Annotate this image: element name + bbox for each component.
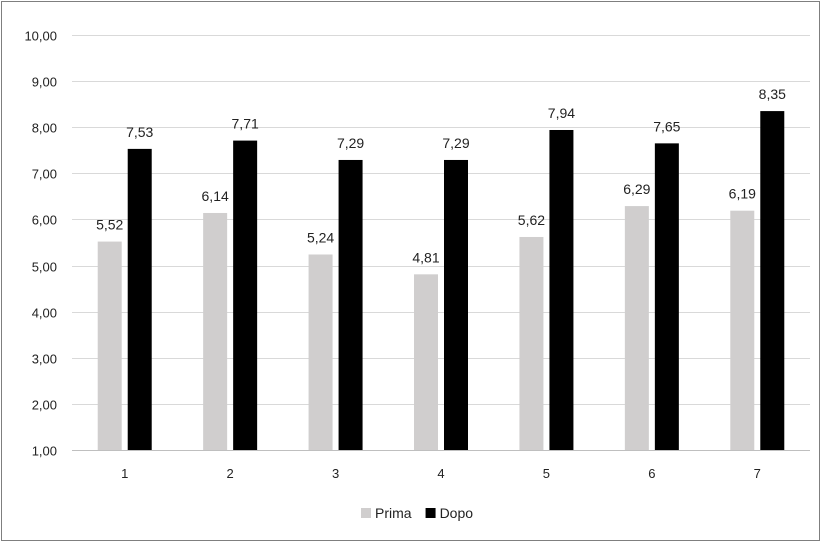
x-tick-label: 1 — [121, 466, 128, 481]
x-axis-ticks: 1 2 3 4 5 6 7 — [121, 466, 761, 481]
bar-prima — [97, 241, 122, 450]
bar-dopo — [760, 111, 785, 450]
data-label: 4,81 — [412, 249, 439, 265]
data-label: 7,65 — [653, 118, 680, 134]
bar-prima — [624, 206, 649, 450]
x-tick-label: 3 — [332, 466, 339, 481]
y-tick-label: 9,00 — [32, 75, 57, 90]
y-tick-label: 1,00 — [32, 444, 57, 459]
data-label: 7,29 — [442, 135, 469, 151]
bar-prima — [414, 274, 438, 450]
bar-dopo — [654, 143, 679, 450]
data-label: 5,24 — [307, 229, 334, 245]
legend-label: Prima — [375, 505, 412, 521]
bar-dopo — [233, 140, 258, 450]
y-tick-label: 4,00 — [32, 306, 57, 321]
data-label: 7,71 — [232, 116, 259, 132]
x-tick-label: 2 — [227, 466, 234, 481]
data-label: 7,29 — [337, 135, 364, 151]
data-label: 7,94 — [548, 105, 575, 121]
y-tick-label: 10,00 — [24, 29, 57, 44]
x-tick-label: 5 — [543, 466, 550, 481]
bar-prima — [203, 212, 228, 450]
legend-item-prima[interactable]: Prima — [361, 505, 412, 521]
x-tick-label: 6 — [648, 466, 655, 481]
bar-dopo — [338, 159, 363, 450]
x-tick-label: 4 — [437, 466, 444, 481]
data-label: 5,62 — [518, 212, 545, 228]
y-tick-label: 6,00 — [32, 213, 57, 228]
y-tick-label: 7,00 — [32, 167, 57, 182]
bar-dopo — [549, 129, 574, 450]
legend-swatch — [361, 508, 371, 518]
legend-swatch — [425, 508, 436, 518]
y-tick-label: 3,00 — [32, 352, 57, 367]
bar-prima — [730, 210, 755, 450]
legend-item-dopo[interactable]: Dopo — [425, 505, 474, 521]
bar-dopo — [444, 159, 468, 450]
data-label: 8,35 — [759, 86, 786, 102]
y-tick-label: 5,00 — [32, 260, 57, 275]
data-labels: 5,52 7,53 6,14 7,71 5,24 7,29 4,81 7,29 5,62 7,94… — [96, 86, 786, 265]
data-label: 6,19 — [729, 186, 756, 202]
y-axis-ticks: 1,00 2,00 3,00 4,00 5,00 6,00 7,00 8,00 9,00 10,0… — [24, 29, 57, 459]
data-label: 5,52 — [96, 217, 123, 233]
data-label: 6,14 — [202, 188, 229, 204]
gridlines — [72, 35, 810, 451]
data-label: 6,29 — [623, 181, 650, 197]
bar-dopo — [127, 148, 152, 450]
x-tick-label: 7 — [754, 466, 761, 481]
legend[interactable]: Prima Dopo — [361, 505, 473, 521]
y-tick-label: 8,00 — [32, 121, 57, 136]
bar-prima — [519, 236, 544, 450]
bar-prima — [308, 254, 333, 450]
y-tick-label: 2,00 — [32, 398, 57, 413]
legend-label: Dopo — [440, 505, 474, 521]
data-label: 7,53 — [126, 124, 153, 140]
bars — [97, 111, 785, 450]
